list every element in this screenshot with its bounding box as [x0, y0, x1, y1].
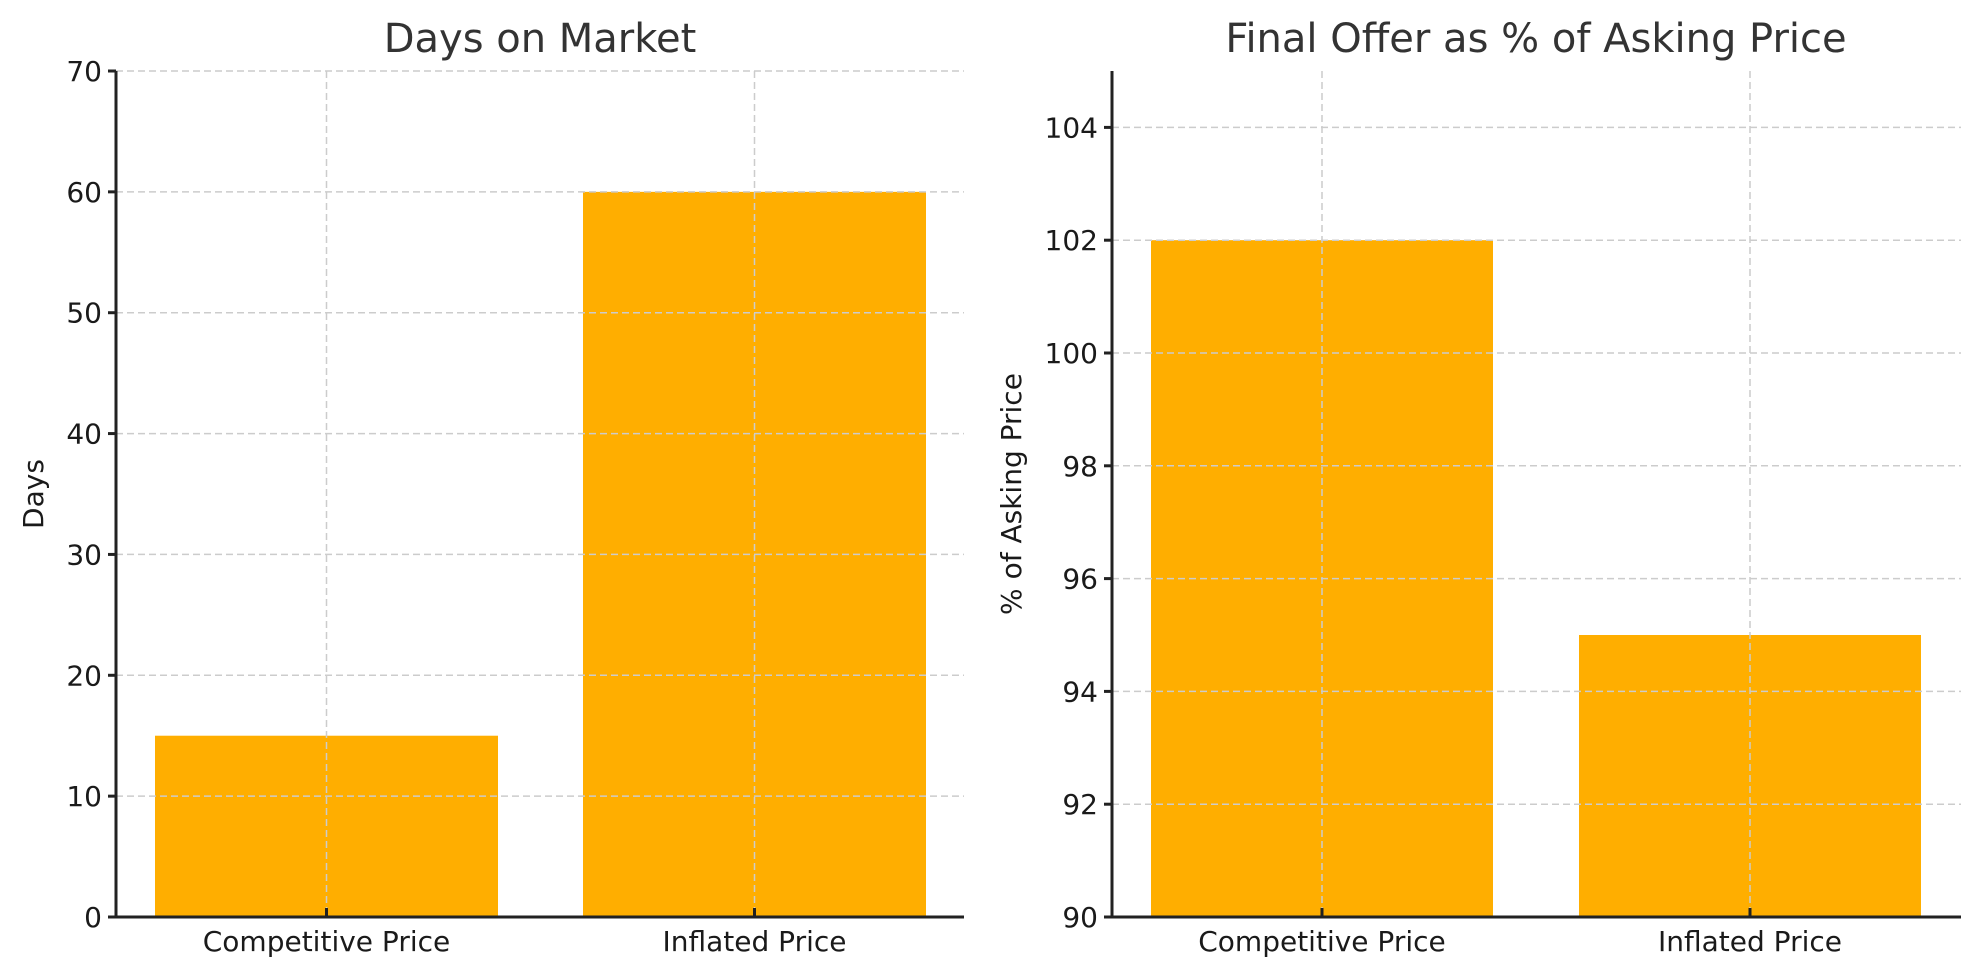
y-tick-label: 70 — [66, 55, 102, 88]
y-tick-label: 10 — [66, 780, 102, 813]
y-tick-label: 20 — [66, 659, 102, 692]
y-tick-label: 94 — [1062, 675, 1098, 708]
y-axis-label: Days — [17, 459, 50, 529]
chart-title: Days on Market — [384, 16, 697, 62]
x-tick-label: Competitive Price — [1198, 925, 1445, 958]
y-tick-label: 102 — [1045, 224, 1098, 257]
y-tick-label: 100 — [1045, 337, 1098, 370]
y-tick-label: 96 — [1062, 563, 1098, 596]
y-tick-label: 50 — [66, 297, 102, 330]
days-on-market-chart: 0 10 20 30 40 50 60 70 Competitive Price Inflated… — [17, 16, 964, 958]
y-tick-label: 104 — [1045, 111, 1098, 144]
final-offer-chart: 90 92 94 96 98 100 102 104 Competitive Price Infl… — [995, 16, 1961, 958]
y-tick-label: 0 — [84, 901, 102, 934]
x-tick-label: Inflated Price — [1658, 925, 1842, 958]
y-tick-label: 90 — [1062, 901, 1098, 934]
y-tick-label: 60 — [66, 176, 102, 209]
x-tick-label: Competitive Price — [203, 925, 450, 958]
y-tick-label: 98 — [1062, 450, 1098, 483]
chart-title: Final Offer as % of Asking Price — [1225, 16, 1846, 62]
y-tick-label: 92 — [1062, 788, 1098, 821]
y-tick-label: 30 — [66, 538, 102, 571]
x-tick-label: Inflated Price — [663, 925, 847, 958]
y-tick-label: 40 — [66, 418, 102, 451]
y-axis-label: % of Asking Price — [995, 373, 1028, 615]
